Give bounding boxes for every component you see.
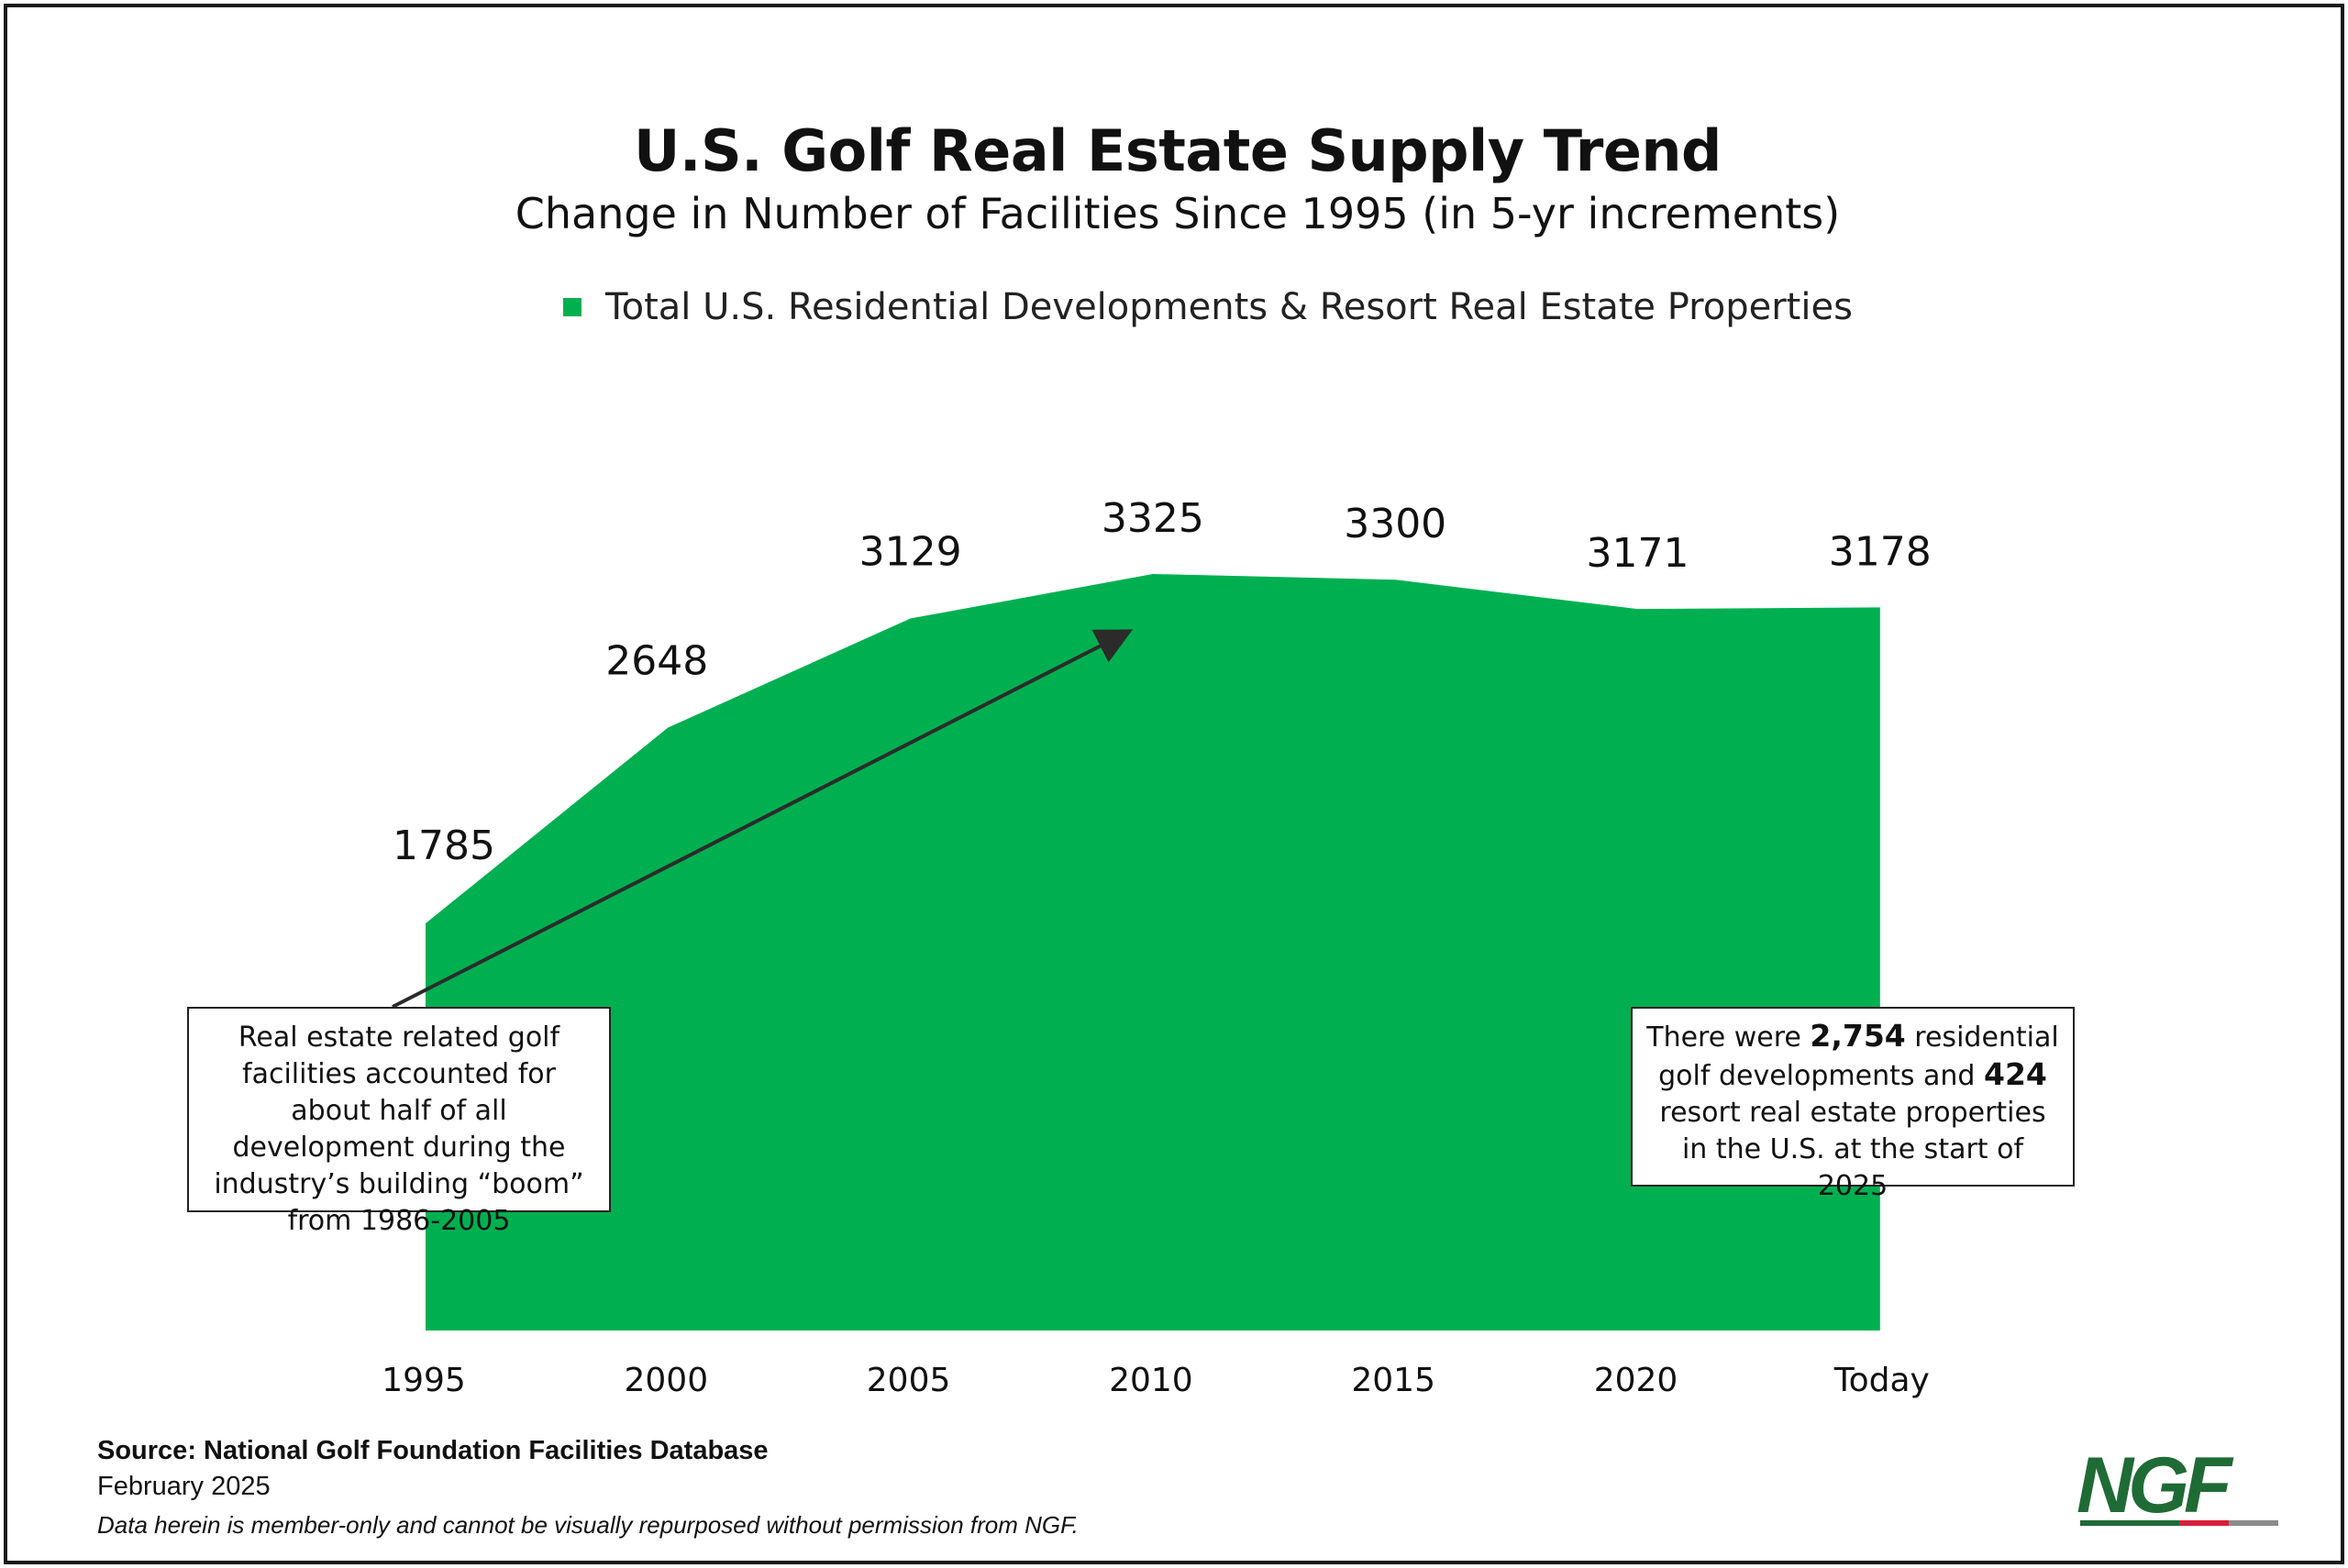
data-label: 3129	[859, 528, 962, 575]
chart-subtitle: Change in Number of Facilities Since 199…	[515, 189, 1841, 238]
x-tick-label: 2015	[1351, 1362, 1435, 1399]
chart-frame: U.S. Golf Real Estate Supply Trend Chang…	[4, 4, 2344, 1564]
series-area	[426, 574, 1880, 1331]
date-note: February 2025	[97, 1472, 271, 1501]
annotation-right: There were 2,754 residential golf develo…	[1631, 1007, 2075, 1202]
annotation-right-number1: 2,754	[1810, 1018, 1906, 1054]
logo-underline	[2080, 1520, 2278, 1526]
chart-title: U.S. Golf Real Estate Supply Trend	[634, 117, 1722, 184]
x-tick-label: 2000	[624, 1362, 708, 1399]
annotation-arrow	[392, 629, 1134, 1009]
logo-underline-segment	[2229, 1520, 2278, 1526]
legend: Total U.S. Residential Developments & Re…	[563, 286, 1853, 328]
data-label: 3178	[1829, 528, 1932, 575]
annotation-left-text: Real estate related golf facilities acco…	[214, 1021, 584, 1237]
logo-underline-segment	[2130, 1520, 2179, 1526]
x-tick-label: 2005	[867, 1362, 951, 1399]
ngf-logo: NGF	[2077, 1441, 2278, 1529]
disclaimer-note: Data herein is member-only and cannot be…	[97, 1511, 1079, 1539]
x-tick-label: 2020	[1594, 1362, 1678, 1399]
legend-label: Total U.S. Residential Developments & Re…	[605, 286, 1853, 328]
logo-text: NGF	[2077, 1441, 2232, 1529]
x-tick-label: 2010	[1109, 1362, 1193, 1399]
data-label: 3171	[1587, 530, 1689, 577]
annotation-right-middle: residential golf developments and	[1658, 1021, 2059, 1092]
source-note: Source: National Golf Foundation Facilit…	[97, 1436, 769, 1465]
logo-underline-segment	[2179, 1520, 2229, 1526]
data-label: 3325	[1102, 495, 1204, 542]
data-label: 1785	[393, 823, 495, 869]
logo-underline-segment	[2080, 1520, 2130, 1526]
legend-swatch	[563, 298, 581, 316]
annotation-left: Real estate related golf facilities acco…	[187, 1007, 611, 1237]
x-tick-label: 1995	[382, 1362, 466, 1399]
annotation-right-number2: 424	[1983, 1056, 2047, 1092]
x-tick-label: Today	[1833, 1362, 1930, 1399]
data-label: 3300	[1344, 501, 1446, 547]
annotation-right-prefix: There were	[1646, 1021, 1811, 1054]
data-label: 2648	[605, 637, 708, 684]
annotation-right-suffix: resort real estate properties in the U.S…	[1659, 1097, 2046, 1202]
area-chart: 1785 2648 3129 3325 3300 3171 3178 1995 2000 200…	[382, 495, 1932, 1399]
